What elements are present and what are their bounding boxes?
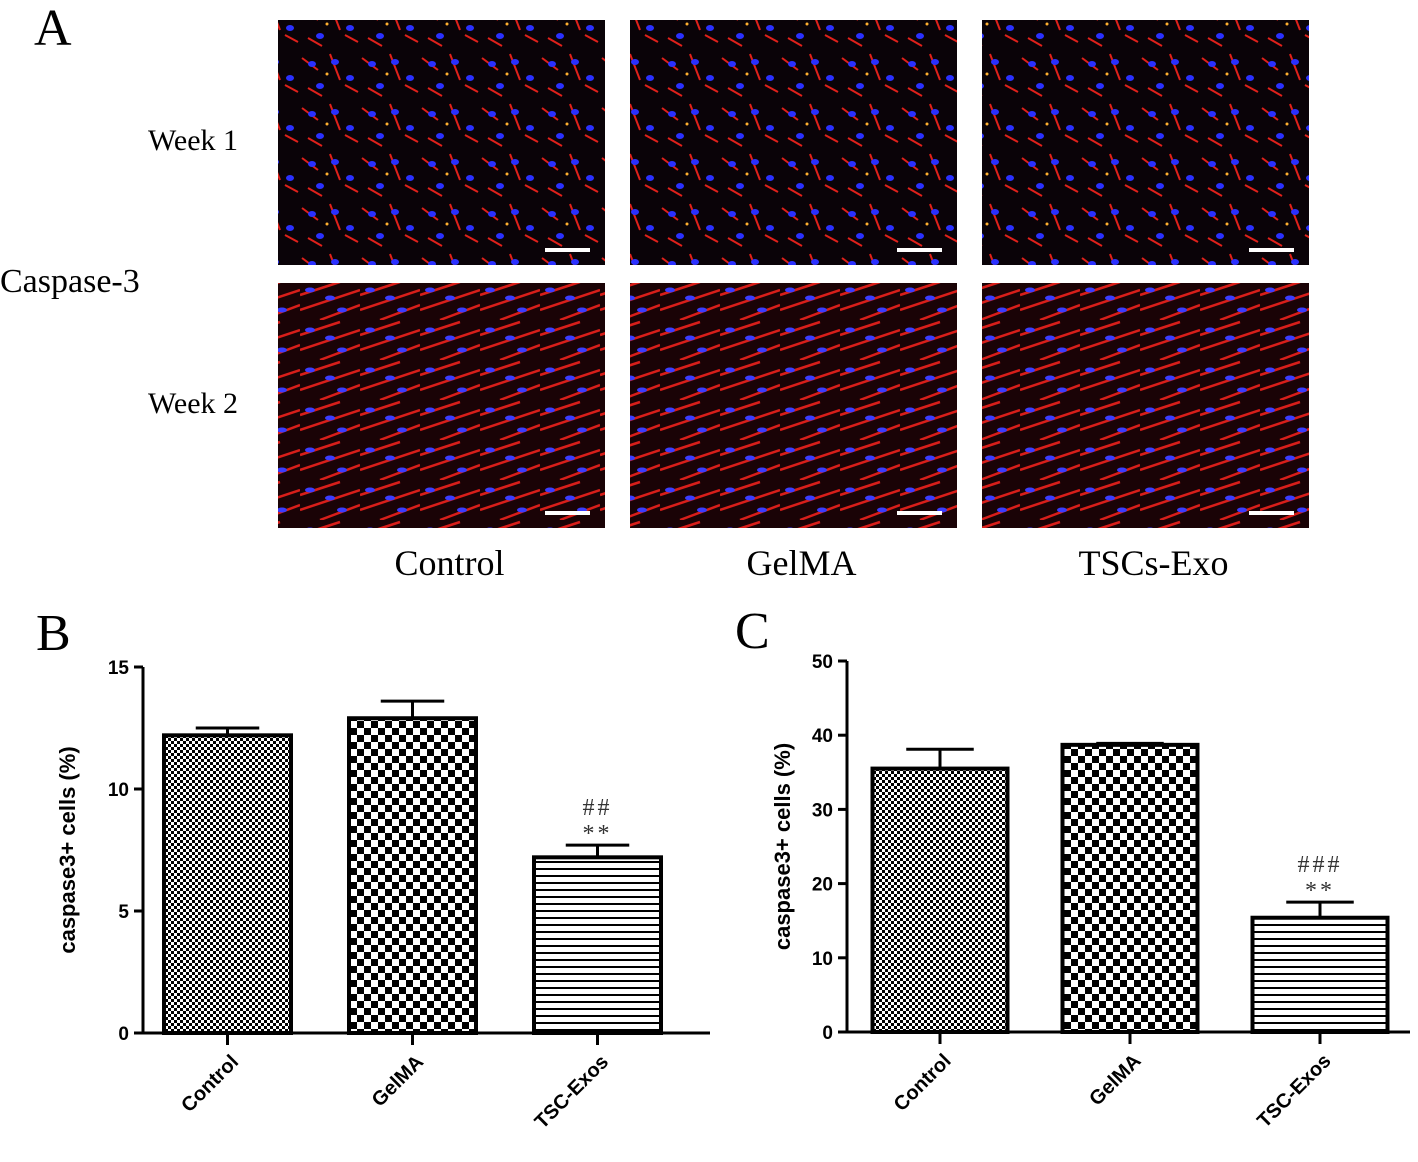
y-tick-label: 10 [108, 780, 129, 801]
significance-label: ** [583, 821, 613, 847]
y-axis-label: caspase3+ cells (%) [55, 746, 80, 953]
x-tick-label: Control [177, 1051, 243, 1117]
bar [162, 733, 293, 1035]
y-tick-label: 0 [822, 1023, 833, 1044]
micrograph [630, 20, 957, 265]
panel-label: C [735, 603, 770, 660]
column-label: Control [394, 543, 504, 583]
micrograph [982, 20, 1309, 265]
column-label: TSCs-Exo [1078, 543, 1228, 583]
x-tick-label: GelMA [1085, 1050, 1145, 1110]
x-tick-label: TSC-Exos [531, 1051, 613, 1133]
micrograph [278, 20, 605, 265]
x-tick-label: Control [890, 1050, 956, 1116]
y-tick-label: 5 [118, 902, 129, 923]
micrograph [982, 283, 1309, 528]
y-tick-label: 15 [108, 658, 130, 679]
y-tick-label: 20 [812, 875, 833, 896]
bar [347, 716, 478, 1035]
scale-bar [897, 248, 942, 252]
x-tick-label: GelMA [368, 1051, 428, 1111]
significance-label: ### [1298, 852, 1343, 878]
row-label: Week 2 [148, 387, 238, 420]
scale-bar [545, 511, 590, 515]
micrograph [630, 283, 957, 528]
y-tick-label: 50 [812, 652, 833, 673]
y-axis-label: caspase3+ cells (%) [770, 743, 795, 950]
row-group-label: Caspase-3 [0, 263, 140, 300]
x-tick-label: TSC-Exos [1253, 1050, 1335, 1132]
panel-label: A [34, 0, 72, 57]
column-label: GelMA [747, 543, 857, 583]
scale-bar [545, 248, 590, 252]
bar [1250, 915, 1390, 1034]
y-tick-label: 30 [812, 800, 833, 821]
bar [532, 855, 663, 1035]
significance-label: ** [1305, 878, 1335, 904]
significance-label: ## [583, 795, 613, 821]
y-tick-label: 40 [812, 726, 833, 747]
scale-bar [897, 511, 942, 515]
scale-bar [1249, 248, 1294, 252]
micrograph [278, 283, 605, 528]
panel-label: B [36, 605, 71, 662]
scale-bar [1249, 511, 1294, 515]
row-label: Week 1 [148, 124, 238, 157]
bar [870, 766, 1010, 1035]
y-tick-label: 10 [812, 949, 833, 970]
bar [1060, 742, 1200, 1034]
y-tick-label: 0 [118, 1024, 129, 1045]
